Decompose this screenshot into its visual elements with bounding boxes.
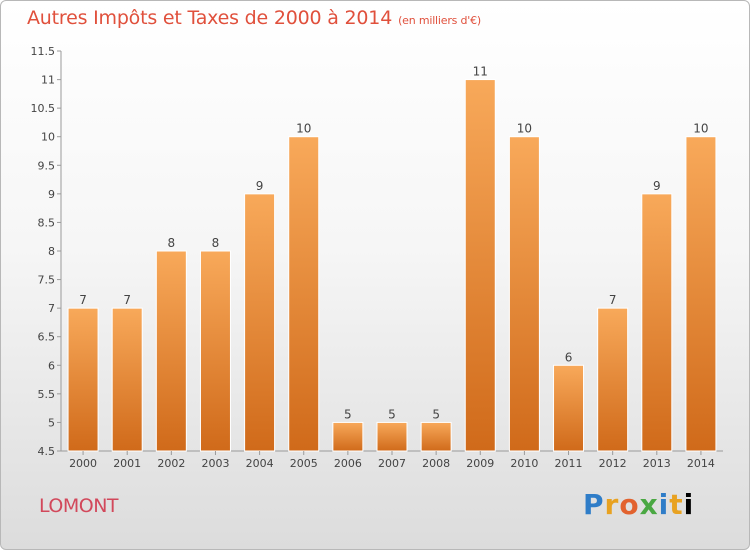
bar-value-label: 7 <box>79 293 87 307</box>
bar-value-label: 9 <box>256 179 264 193</box>
bar-value-label: 10 <box>517 122 532 136</box>
y-tick-label: 8 <box>48 245 55 258</box>
bar <box>332 421 364 452</box>
bar-value-label: 7 <box>609 293 617 307</box>
bar <box>508 136 540 452</box>
y-tick-label: 9 <box>48 188 55 201</box>
x-tick-label: 2008 <box>422 457 450 470</box>
bar-value-label: 10 <box>693 122 708 136</box>
bar <box>685 136 717 452</box>
bar <box>597 307 629 452</box>
bar <box>155 250 187 452</box>
chart-title-text: Autres Impôts et Taxes de 2000 à 2014 <box>27 7 393 29</box>
bar-value-label: 5 <box>432 407 440 421</box>
x-tick-label: 2009 <box>466 457 494 470</box>
bar <box>199 250 231 452</box>
bar <box>376 421 408 452</box>
bar <box>288 136 320 452</box>
y-tick-label: 8.5 <box>38 216 56 229</box>
bar <box>641 193 673 452</box>
bar <box>111 307 143 452</box>
bar-value-label: 8 <box>212 236 220 250</box>
x-tick-label: 2007 <box>378 457 406 470</box>
bar-value-label: 9 <box>653 179 661 193</box>
x-tick-label: 2013 <box>643 457 671 470</box>
bar-value-label: 5 <box>344 407 352 421</box>
y-tick-label: 10 <box>41 131 55 144</box>
x-tick-label: 2011 <box>555 457 583 470</box>
y-tick-label: 10.5 <box>31 102 56 115</box>
y-tick-label: 7 <box>48 302 55 315</box>
y-tick-label: 11 <box>41 74 55 87</box>
x-tick-label: 2001 <box>113 457 141 470</box>
y-tick-label: 5.5 <box>38 388 56 401</box>
x-tick-label: 2002 <box>157 457 185 470</box>
proxiti-logo[interactable]: Proxiti <box>583 488 695 521</box>
x-tick-label: 2003 <box>201 457 229 470</box>
bar-value-label: 11 <box>473 65 488 79</box>
bar-value-label: 8 <box>168 236 176 250</box>
chart-subtitle: (en milliers d'€) <box>398 14 481 27</box>
bar <box>553 364 585 452</box>
x-tick-label: 2012 <box>599 457 627 470</box>
bar <box>67 307 99 452</box>
y-tick-label: 4.5 <box>38 445 56 458</box>
x-tick-label: 2005 <box>290 457 318 470</box>
x-tick-label: 2014 <box>687 457 715 470</box>
bar <box>420 421 452 452</box>
bar-value-label: 10 <box>296 122 311 136</box>
bar-value-label: 7 <box>123 293 131 307</box>
y-tick-label: 7.5 <box>38 274 56 287</box>
bar-value-label: 6 <box>565 350 573 364</box>
y-tick-label: 9.5 <box>38 159 56 172</box>
x-tick-label: 2000 <box>69 457 97 470</box>
y-tick-label: 6 <box>48 359 55 372</box>
bar <box>464 79 496 452</box>
x-tick-label: 2004 <box>246 457 274 470</box>
x-tick-label: 2010 <box>510 457 538 470</box>
town-name: LOMONT <box>39 495 119 517</box>
y-tick-label: 6.5 <box>38 331 56 344</box>
y-tick-label: 5 <box>48 416 55 429</box>
bar <box>244 193 276 452</box>
chart-title: Autres Impôts et Taxes de 2000 à 2014 (en… <box>27 7 481 29</box>
y-tick-label: 11.5 <box>31 45 56 58</box>
x-tick-label: 2006 <box>334 457 362 470</box>
bar-value-label: 5 <box>388 407 396 421</box>
